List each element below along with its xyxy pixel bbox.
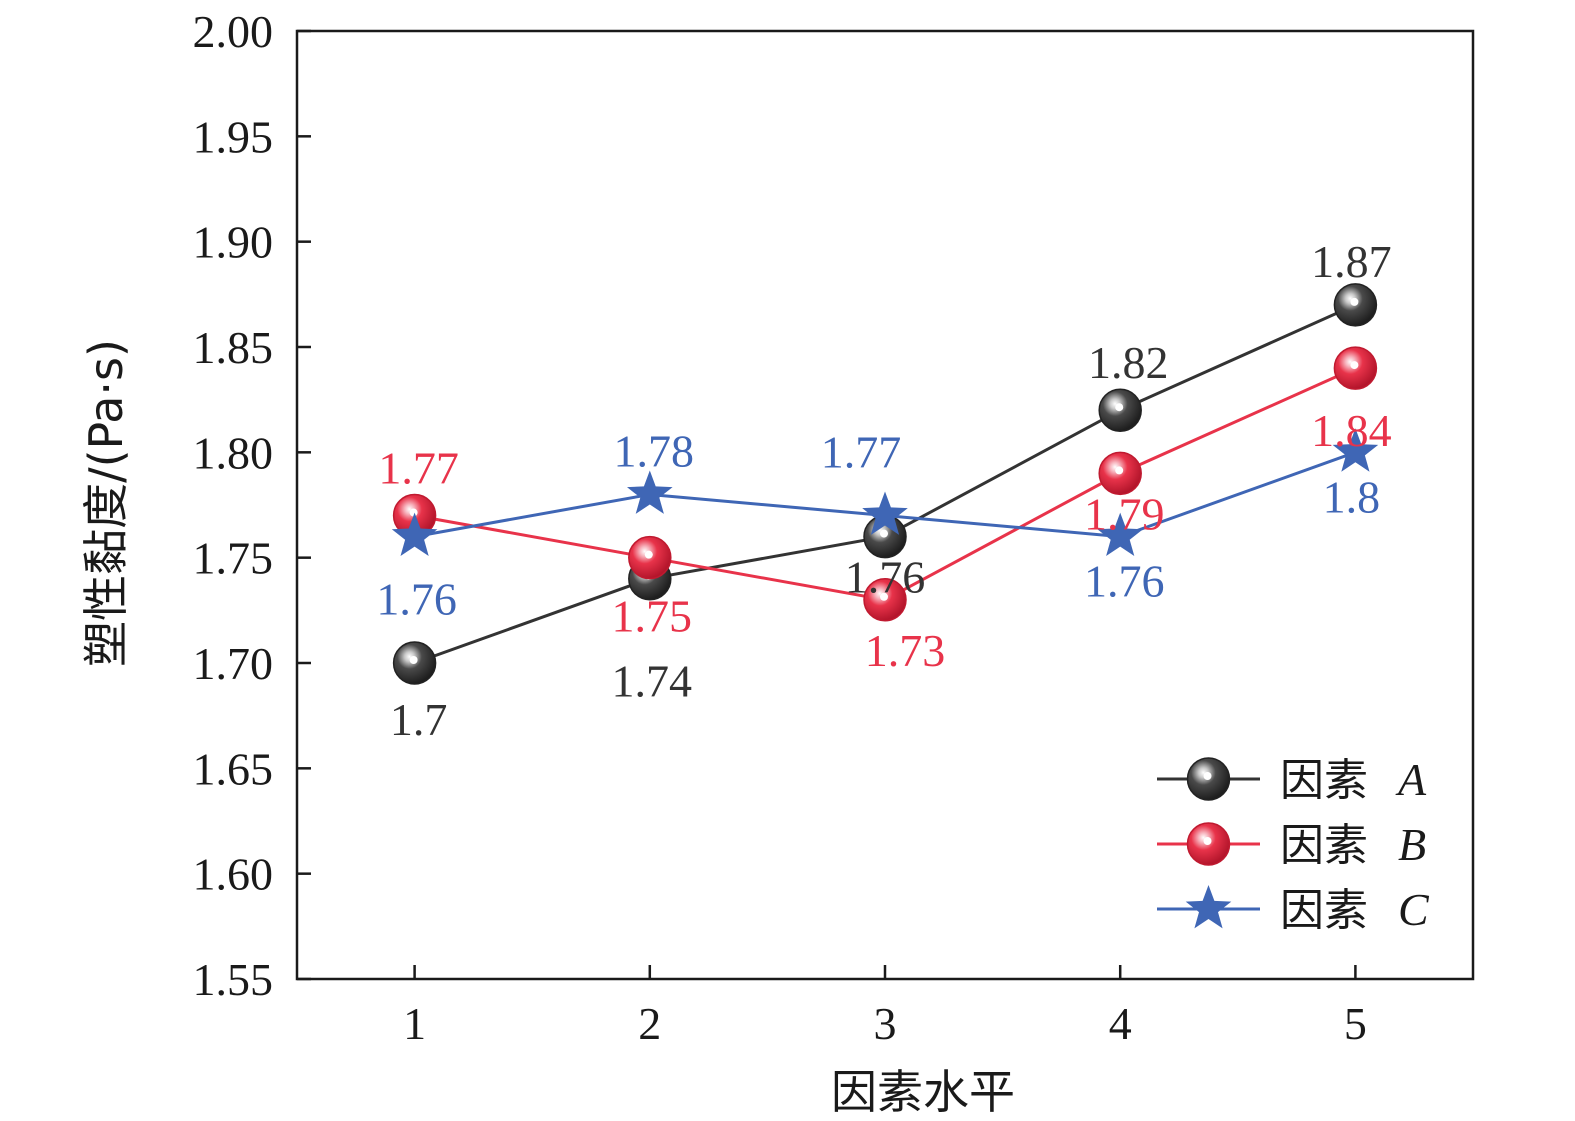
legend-label: 因素 <box>1280 755 1368 806</box>
star-marker <box>1097 512 1143 556</box>
marker-highlight <box>1350 297 1359 306</box>
star-marker <box>391 512 438 556</box>
y-tick-label: 1.80 <box>193 427 274 478</box>
y-axis-title: 塑性黏度/(Pa·s) <box>79 339 133 667</box>
x-tick-label: 4 <box>1109 998 1132 1049</box>
marker-highlight <box>1115 403 1124 412</box>
legend-label: 因素 <box>1280 885 1368 936</box>
marker-highlight <box>1203 837 1212 845</box>
legend-letter: C <box>1398 884 1430 935</box>
marker-highlight <box>1203 772 1212 780</box>
marker-highlight <box>880 529 888 538</box>
data-label: 1.77 <box>378 443 459 494</box>
data-label: 1.76 <box>376 574 457 625</box>
marker-highlight <box>1350 361 1359 370</box>
x-tick-label: 5 <box>1344 998 1367 1049</box>
series-B <box>392 346 1378 622</box>
y-tick-label: 1.65 <box>193 743 274 794</box>
data-label: 1.82 <box>1088 337 1169 388</box>
y-tick-label: 1.55 <box>193 954 274 1005</box>
marker-highlight <box>644 550 653 559</box>
data-label: 1.76 <box>1084 556 1165 607</box>
marker-highlight <box>409 508 418 517</box>
series-layer <box>391 283 1379 685</box>
legend-item-C: 因素 C <box>1157 884 1430 936</box>
data-label: 1.77 <box>821 427 902 478</box>
x-tick-label: 1 <box>403 998 426 1049</box>
star-marker <box>862 491 908 535</box>
x-tick-label: 3 <box>874 998 897 1049</box>
data-label: 1.78 <box>614 425 695 476</box>
data-label: 1.87 <box>1311 236 1392 287</box>
y-axis: 1.55 1.60 1.65 1.70 1.75 1.80 1.85 1.90 1.95 2.00 <box>193 6 311 1005</box>
data-label: 1.79 <box>1084 488 1165 539</box>
data-label: 1.75 <box>612 591 693 642</box>
y-tick-label: 2.00 <box>193 6 274 57</box>
star-marker <box>1332 428 1379 472</box>
x-axis: 1 2 3 4 5 <box>403 965 1367 1049</box>
y-tick-label: 1.75 <box>193 533 274 584</box>
y-tick-label: 1.95 <box>193 111 274 162</box>
legend-item-B: 因素 B <box>1157 819 1426 871</box>
y-tick-label: 1.60 <box>193 849 274 900</box>
marker-highlight <box>1115 466 1124 475</box>
data-labels: 1.7 1.74 1.76 1.82 1.87 1.77 1.75 1.73 1.79 1.84 1… <box>376 236 1391 745</box>
y-tick-label: 1.90 <box>193 217 274 268</box>
star-marker <box>627 470 673 514</box>
y-tick-label: 1.85 <box>193 322 274 373</box>
data-label: 1.74 <box>612 656 693 707</box>
data-label: 1.8 <box>1323 471 1381 522</box>
data-label: 1.7 <box>390 694 448 745</box>
x-tick-label: 2 <box>638 998 661 1049</box>
marker-highlight <box>409 656 418 664</box>
marker-highlight <box>880 592 888 601</box>
legend: 因素 A 因素 B 因素 C <box>1157 754 1430 936</box>
y-tick-label: 1.70 <box>193 638 274 689</box>
legend-item-A: 因素 A <box>1157 754 1427 806</box>
legend-label: 因素 <box>1280 820 1368 871</box>
star-marker <box>1185 885 1232 929</box>
data-label: 1.84 <box>1311 405 1392 456</box>
legend-letter: A <box>1395 754 1427 805</box>
legend-letter: B <box>1398 819 1426 870</box>
data-label: 1.76 <box>845 552 926 603</box>
data-label: 1.73 <box>865 625 946 676</box>
series-C <box>391 428 1379 556</box>
x-axis-title: 因素水平 <box>831 1065 1015 1119</box>
